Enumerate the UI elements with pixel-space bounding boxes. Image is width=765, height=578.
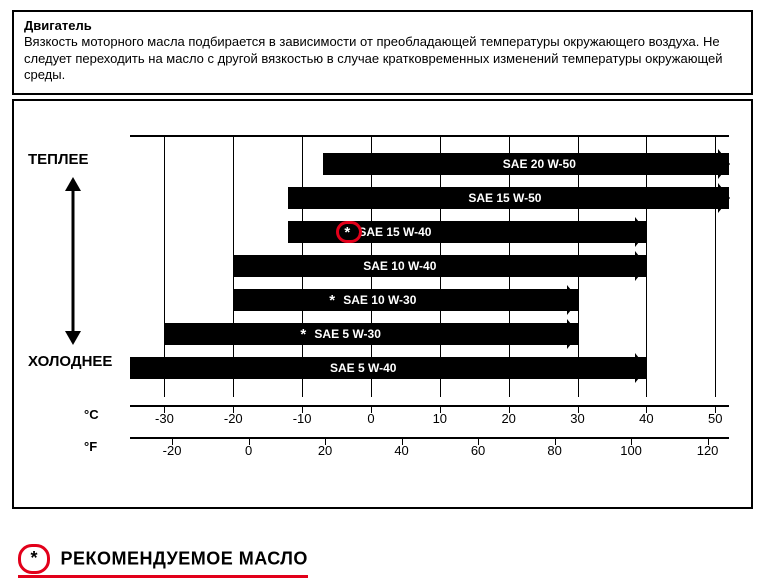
oil-bar: SAE 15 W-40*	[288, 221, 646, 243]
oil-bar: SAE 10 W-40	[233, 255, 646, 277]
tick-label: 0	[245, 443, 252, 458]
tick-label: 100	[620, 443, 642, 458]
plot-area: ТЕПЛЕЕ ХОЛОДНЕЕ SAE 20 W-50 SAE 15 W-50 SA…	[24, 115, 741, 425]
tick-label: 0	[367, 411, 374, 426]
oil-bar-label: SAE 15 W-40	[358, 225, 431, 239]
legend-text: РЕКОМЕНДУЕМОЕ МАСЛО	[60, 549, 307, 569]
description-box: Двигатель Вязкость моторного масла подби…	[12, 10, 753, 95]
arrow-cap-icon	[635, 251, 647, 281]
axis-line	[130, 405, 729, 407]
label-warmer: ТЕПЛЕЕ	[28, 151, 88, 168]
tick-label: 80	[547, 443, 561, 458]
tick-label: -20	[224, 411, 243, 426]
tick-label: -10	[293, 411, 312, 426]
asterisk-icon: *	[18, 544, 50, 574]
arrow-cap-icon	[567, 319, 579, 349]
desc-body: Вязкость моторного масла подбирается в з…	[24, 34, 723, 82]
oil-bar: SAE 15 W-50	[288, 187, 729, 209]
oil-bar-label: SAE 5 W-40	[330, 361, 396, 375]
tick-label: 30	[570, 411, 584, 426]
arrow-cap-icon	[567, 285, 579, 315]
oil-bar: SAE 5 W-40	[130, 357, 646, 379]
oil-bar-label: SAE 10 W-30	[343, 293, 416, 307]
highlight-ring	[336, 221, 362, 243]
tick-label: 10	[433, 411, 447, 426]
tick-label: 40	[394, 443, 408, 458]
tick-label: -30	[155, 411, 174, 426]
oil-bar-label: SAE 15 W-50	[468, 191, 541, 205]
oil-bar-label: SAE 20 W-50	[503, 157, 576, 171]
tick-label: 60	[471, 443, 485, 458]
tick-label: 120	[697, 443, 719, 458]
recommended-legend: * РЕКОМЕНДУЕМОЕ МАСЛО	[18, 544, 308, 574]
label-colder: ХОЛОДНЕЕ	[28, 353, 112, 370]
oil-bar-label: SAE 10 W-40	[363, 259, 436, 273]
unit-fahrenheit: °F	[84, 439, 97, 454]
tick-label: -20	[163, 443, 182, 458]
tick-label: 20	[318, 443, 332, 458]
oil-bar: SAE 10 W-30 *	[233, 289, 577, 311]
axis-celsius: -30 -20 -10 0 10 20 30 40 50	[130, 405, 729, 431]
unit-celsius: °C	[84, 407, 99, 422]
arrow-cap-icon	[718, 149, 730, 179]
axis-fahrenheit: -20 0 20 40 60 80 100 120	[130, 437, 729, 463]
asterisk-icon: *	[300, 326, 306, 343]
asterisk-icon: *	[329, 292, 335, 309]
oil-bar-label: SAE 5 W-30	[314, 327, 380, 341]
desc-title: Двигатель	[24, 18, 92, 33]
arrow-cap-icon	[718, 183, 730, 213]
top-rule	[130, 135, 729, 137]
oil-bar: SAE 20 W-50	[323, 153, 729, 175]
arrow-cap-icon	[635, 353, 647, 383]
chart-surface: SAE 20 W-50SAE 15 W-50SAE 15 W-40*SAE 10…	[130, 115, 729, 425]
oil-bar: SAE 5 W-30 *	[164, 323, 577, 345]
axis-line	[130, 437, 729, 439]
viscosity-chart: ТЕПЛЕЕ ХОЛОДНЕЕ SAE 20 W-50 SAE 15 W-50 SA…	[12, 99, 753, 509]
tick-label: 40	[639, 411, 653, 426]
tick-label: 20	[501, 411, 515, 426]
double-arrow-icon	[62, 177, 84, 345]
tick-label: 50	[708, 411, 722, 426]
arrow-cap-icon	[635, 217, 647, 247]
